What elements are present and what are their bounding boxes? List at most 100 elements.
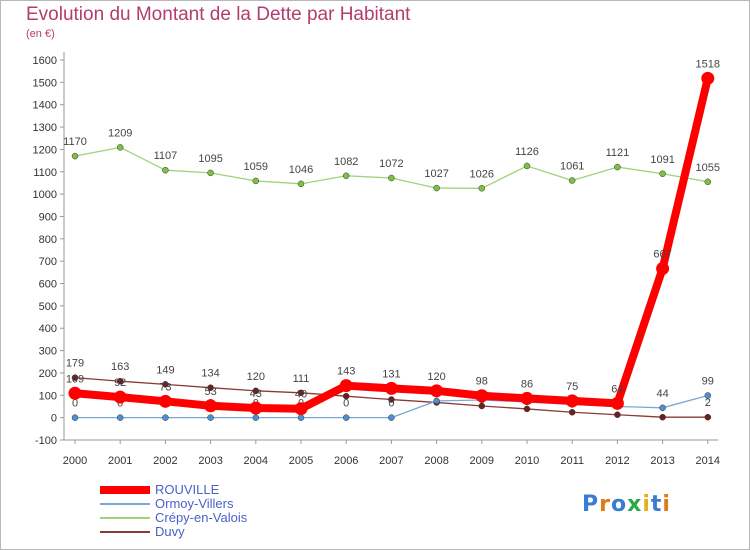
data-point-duvy bbox=[568, 409, 576, 416]
y-tick-label: 700 bbox=[39, 256, 57, 268]
legend-swatch bbox=[100, 486, 150, 494]
x-tick-label: 2004 bbox=[244, 455, 268, 467]
data-point-rouville bbox=[520, 391, 534, 405]
data-label-crepy-en-valois: 1107 bbox=[154, 150, 178, 162]
data-point-rouville bbox=[701, 71, 715, 85]
data-point-duvy bbox=[523, 405, 531, 413]
data-point-ormoy-villers bbox=[659, 404, 666, 412]
data-point-duvy bbox=[478, 402, 486, 410]
data-label-crepy-en-valois: 1170 bbox=[63, 136, 87, 148]
data-point-duvy bbox=[342, 392, 350, 400]
x-tick-label: 2013 bbox=[650, 455, 674, 467]
data-point-crepy-en-valois bbox=[659, 170, 666, 178]
y-tick-label: 0 bbox=[51, 413, 57, 425]
data-label-crepy-en-valois: 1026 bbox=[470, 168, 494, 180]
data-label-crepy-en-valois: 1046 bbox=[289, 164, 313, 176]
y-tick-label: 1500 bbox=[33, 77, 57, 89]
data-point-crepy-en-valois bbox=[704, 178, 712, 186]
data-point-ormoy-villers bbox=[71, 414, 79, 421]
data-point-rouville bbox=[294, 402, 308, 416]
legend-label: Ormoy-Villers bbox=[155, 496, 234, 511]
data-label-crepy-en-valois: 1095 bbox=[198, 153, 222, 165]
data-label-ormoy-villers: 99 bbox=[702, 376, 714, 388]
data-label-ormoy-villers: 0 bbox=[343, 398, 349, 410]
x-tick-label: 2009 bbox=[470, 455, 494, 467]
data-label-rouville: 131 bbox=[382, 368, 400, 380]
x-tick-label: 2010 bbox=[515, 455, 539, 467]
data-label-rouville: 667 bbox=[653, 249, 671, 261]
legend-swatch bbox=[100, 531, 150, 533]
data-point-ormoy-villers bbox=[388, 414, 395, 421]
data-point-rouville bbox=[430, 384, 444, 398]
y-tick-label: 1100 bbox=[33, 167, 57, 179]
data-label-duvy: 163 bbox=[111, 361, 129, 373]
x-tick-label: 2001 bbox=[108, 455, 132, 467]
data-point-ormoy-villers bbox=[433, 397, 440, 405]
legend-label: ROUVILLE bbox=[155, 482, 220, 497]
data-point-crepy-en-valois bbox=[162, 166, 169, 174]
data-point-duvy bbox=[704, 413, 712, 421]
data-label-duvy: 179 bbox=[66, 358, 84, 370]
data-label-duvy: 149 bbox=[156, 364, 174, 376]
data-point-duvy bbox=[388, 396, 395, 403]
y-tick-label: 1300 bbox=[33, 122, 57, 134]
data-point-rouville bbox=[249, 401, 263, 415]
data-label-rouville: 43 bbox=[250, 388, 262, 400]
data-label-crepy-en-valois: 1061 bbox=[560, 160, 584, 172]
data-point-rouville bbox=[656, 262, 670, 276]
data-point-crepy-en-valois bbox=[207, 169, 214, 177]
data-point-rouville bbox=[68, 386, 82, 400]
y-tick-label: 300 bbox=[39, 346, 57, 358]
data-label-rouville: 53 bbox=[204, 386, 216, 398]
data-point-rouville bbox=[158, 394, 172, 408]
data-label-crepy-en-valois: 1082 bbox=[334, 156, 358, 168]
data-label-rouville: 64 bbox=[611, 383, 623, 395]
x-tick-label: 2007 bbox=[379, 455, 403, 467]
data-label-crepy-en-valois: 1055 bbox=[696, 162, 720, 174]
data-point-crepy-en-valois bbox=[568, 177, 576, 184]
data-point-rouville bbox=[339, 379, 353, 393]
data-point-duvy bbox=[614, 411, 621, 418]
data-point-duvy bbox=[252, 387, 260, 395]
data-label-rouville: 120 bbox=[427, 371, 445, 383]
data-label-rouville: 73 bbox=[159, 381, 171, 393]
data-point-ormoy-villers bbox=[704, 392, 712, 399]
data-point-duvy bbox=[116, 377, 124, 385]
data-point-crepy-en-valois bbox=[116, 144, 124, 151]
y-tick-label: 1000 bbox=[33, 189, 57, 201]
data-point-rouville bbox=[610, 396, 624, 410]
y-tick-label: 1200 bbox=[33, 144, 57, 156]
data-label-rouville: 40 bbox=[295, 389, 307, 401]
legend-label: Crépy-en-Valois bbox=[155, 510, 248, 525]
data-point-crepy-en-valois bbox=[614, 163, 621, 171]
data-point-duvy bbox=[659, 413, 666, 421]
x-tick-label: 2012 bbox=[605, 455, 629, 467]
legend-swatch bbox=[100, 517, 150, 519]
data-point-duvy bbox=[297, 389, 305, 397]
data-point-ormoy-villers bbox=[116, 414, 124, 421]
x-tick-label: 2005 bbox=[289, 455, 313, 467]
data-point-ormoy-villers bbox=[162, 414, 169, 421]
series-line-rouville bbox=[71, 74, 712, 413]
data-point-rouville bbox=[113, 390, 127, 404]
data-label-duvy: 134 bbox=[201, 368, 219, 380]
data-point-crepy-en-valois bbox=[297, 180, 305, 188]
legend-swatch bbox=[100, 503, 150, 505]
data-label-rouville: 75 bbox=[566, 381, 578, 393]
data-label-duvy: 2 bbox=[705, 397, 711, 409]
data-label-rouville: 98 bbox=[476, 376, 488, 388]
data-point-rouville bbox=[565, 394, 579, 408]
data-label-rouville: 1518 bbox=[696, 58, 720, 70]
data-label-crepy-en-valois: 1072 bbox=[379, 158, 403, 170]
data-point-duvy bbox=[162, 381, 169, 388]
y-tick-label: 1600 bbox=[33, 55, 57, 67]
data-point-ormoy-villers bbox=[252, 414, 260, 421]
y-tick-label: -100 bbox=[35, 435, 57, 447]
y-tick-label: 600 bbox=[39, 279, 57, 291]
data-label-ormoy-villers: 44 bbox=[656, 388, 668, 400]
data-label-rouville: 109 bbox=[66, 373, 84, 385]
data-point-ormoy-villers bbox=[297, 414, 305, 421]
x-tick-label: 2002 bbox=[153, 455, 177, 467]
y-tick-label: 800 bbox=[39, 234, 57, 246]
y-tick-label: 100 bbox=[39, 390, 57, 402]
